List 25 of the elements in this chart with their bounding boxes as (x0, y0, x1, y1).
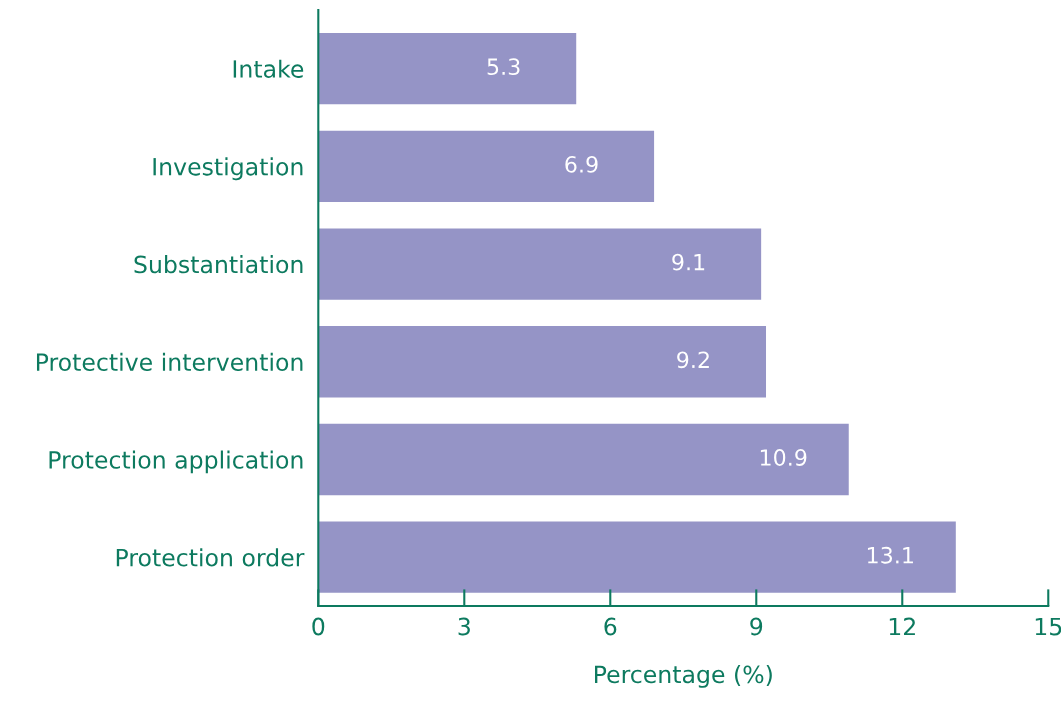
x-tick-label: 15 (1035, 617, 1061, 636)
x-tick-label: 6 (604, 617, 617, 636)
bar (318, 326, 767, 398)
data-label: 9.2 (677, 351, 709, 369)
data-label: 9.1 (672, 253, 705, 271)
data-label: 5.3 (487, 58, 520, 76)
x-axis-title: Percentage (%) (595, 665, 772, 688)
bar (318, 423, 849, 496)
y-tick-label: Investigation (153, 157, 303, 181)
bar (318, 130, 655, 202)
x-tick-label: 0 (312, 617, 325, 636)
data-label: 10.9 (760, 449, 807, 466)
x-tick-label: 9 (750, 617, 763, 636)
x-tick-label: 3 (458, 617, 470, 636)
data-label: 13.1 (867, 546, 913, 564)
data-label: 6.9 (565, 155, 598, 173)
y-tick-label: Protective intervention (36, 352, 303, 372)
y-tick-label: Protection application (49, 450, 303, 474)
bar (318, 228, 762, 300)
bar (318, 32, 577, 105)
y-tick-label: Protection order (116, 548, 305, 567)
y-tick-label: Intake (233, 59, 304, 78)
y-tick-label: Substantiation (134, 255, 303, 274)
x-tick-label: 12 (889, 617, 915, 636)
bar (318, 521, 956, 593)
